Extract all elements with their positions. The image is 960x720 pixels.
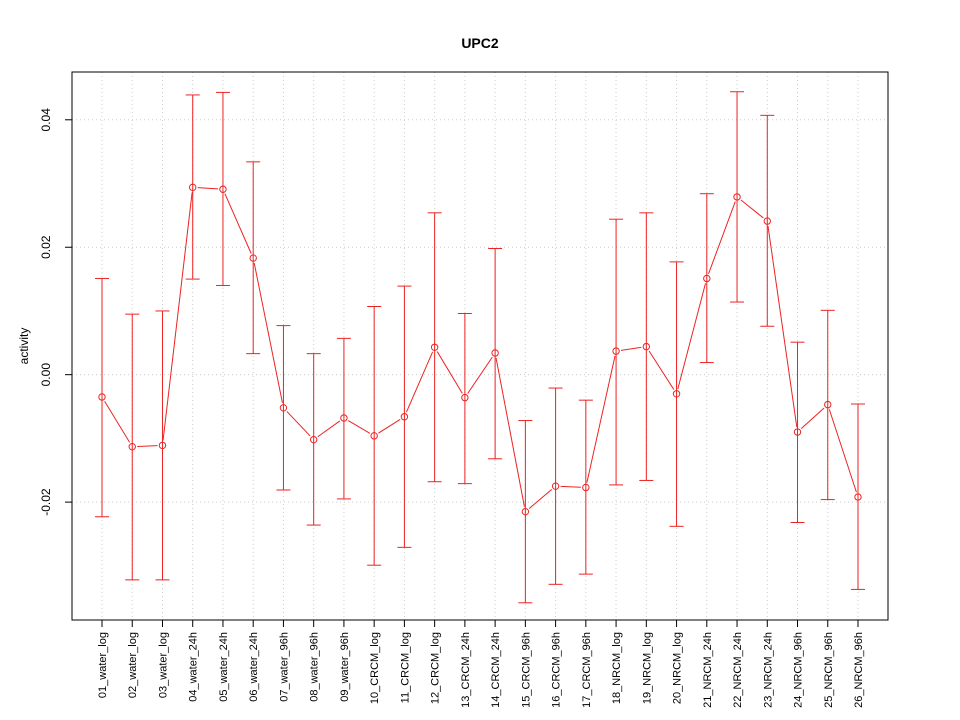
x-tick-label: 22_NRCM_24h — [732, 632, 744, 708]
data-point — [370, 432, 378, 440]
x-tick-label: 21_NRCM_24h — [702, 632, 714, 708]
data-point — [642, 342, 651, 351]
x-tick-label: 17_CRCM_96h — [581, 632, 593, 708]
y-tick-label: 0.02 — [39, 235, 53, 259]
series-line-segment — [224, 193, 252, 254]
x-tick-label: 25_NRCM_96h — [823, 632, 835, 708]
data-point — [854, 493, 862, 501]
series-line-segment — [528, 489, 553, 509]
data-point — [491, 349, 499, 357]
data-point — [430, 343, 439, 351]
data-point — [733, 193, 741, 201]
x-tick-label: 03_water_log — [157, 632, 169, 698]
data-point — [612, 347, 620, 355]
series-line-segment — [677, 283, 707, 390]
data-point — [219, 185, 227, 193]
series-line-segment — [467, 356, 493, 394]
data-point — [824, 400, 832, 409]
series-line-segment — [197, 187, 219, 190]
x-tick-label: 09_water_96h — [339, 632, 351, 702]
data-point — [551, 482, 560, 490]
data-point — [582, 483, 590, 492]
data-point — [340, 414, 348, 422]
data-point — [158, 441, 167, 450]
series-line-segment — [767, 225, 798, 428]
series-activity — [95, 91, 865, 604]
series-line-segment — [253, 262, 283, 404]
series-line-segment — [317, 420, 341, 438]
data-point — [98, 393, 106, 401]
y-tick-label: 0.04 — [39, 108, 53, 132]
data-point — [309, 435, 318, 444]
series-line-segment — [586, 355, 616, 483]
series-line-segment — [378, 418, 401, 434]
data-point — [763, 217, 771, 225]
x-tick-label: 06_water_24h — [248, 632, 260, 702]
series-line-segment — [162, 192, 193, 441]
axes: -0.02 0.00 0.02 0.04 01_water_log 02_water_lo… — [39, 108, 865, 708]
x-tick-label: 15_CRCM_96h — [520, 632, 532, 708]
x-tick-label: 24_NRCM_96h — [793, 632, 805, 708]
x-tick-label: 08_water_96h — [309, 632, 321, 702]
x-tick-label: 12_CRCM_log — [430, 632, 442, 704]
x-tick-label: 04_water_24h — [188, 632, 200, 702]
y-axis-label: activity — [17, 328, 31, 365]
x-tick-label: 20_NRCM_log — [672, 632, 684, 704]
data-point — [279, 404, 288, 412]
data-point — [672, 390, 681, 398]
x-tick-label: 02_water_log — [127, 632, 139, 698]
series-line-segment — [708, 201, 736, 274]
data-point — [249, 254, 257, 262]
series-line-segment — [648, 350, 675, 390]
data-point — [128, 442, 136, 451]
x-tick-label: 01_water_log — [97, 632, 109, 698]
data-point — [521, 507, 530, 516]
series-line-segment — [740, 199, 764, 219]
x-tick-label: 16_CRCM_96h — [551, 632, 563, 708]
series-line-segment — [560, 485, 581, 488]
series-line-segment — [347, 420, 371, 434]
series-line-segment — [286, 411, 311, 437]
series-line-segment — [405, 351, 434, 413]
x-tick-label: 13_CRCM_24h — [460, 632, 472, 708]
plot-frame — [71, 71, 889, 621]
x-tick-label: 05_water_24h — [218, 632, 230, 702]
x-tick-label: 10_CRCM_log — [369, 632, 381, 704]
x-tick-label: 23_NRCM_24h — [762, 632, 774, 708]
x-tick-label: 14_CRCM_24h — [490, 632, 502, 708]
data-point — [703, 274, 711, 283]
chart-title: UPC2 — [461, 35, 499, 51]
series-line-segment — [620, 346, 642, 351]
data-point — [793, 428, 802, 436]
grid — [72, 72, 888, 620]
series-line-segment — [137, 445, 158, 447]
x-tick-label: 18_NRCM_log — [611, 632, 623, 704]
y-tick-label: 0.00 — [39, 363, 53, 387]
series-line-segment — [495, 357, 525, 507]
series-line-segment — [800, 407, 825, 430]
series-line-segment — [104, 400, 131, 443]
data-point — [400, 413, 409, 421]
y-tick-label: -0.02 — [39, 488, 53, 516]
x-tick-label: 19_NRCM_log — [641, 632, 653, 704]
data-point — [461, 393, 469, 402]
series-line-segment — [828, 409, 857, 493]
x-tick-label: 26_NRCM_96h — [853, 632, 865, 708]
x-tick-label: 07_water_96h — [278, 632, 290, 702]
series-line-segment — [436, 351, 463, 394]
data-point — [189, 183, 197, 192]
x-tick-label: 11_CRCM_log — [399, 632, 411, 703]
